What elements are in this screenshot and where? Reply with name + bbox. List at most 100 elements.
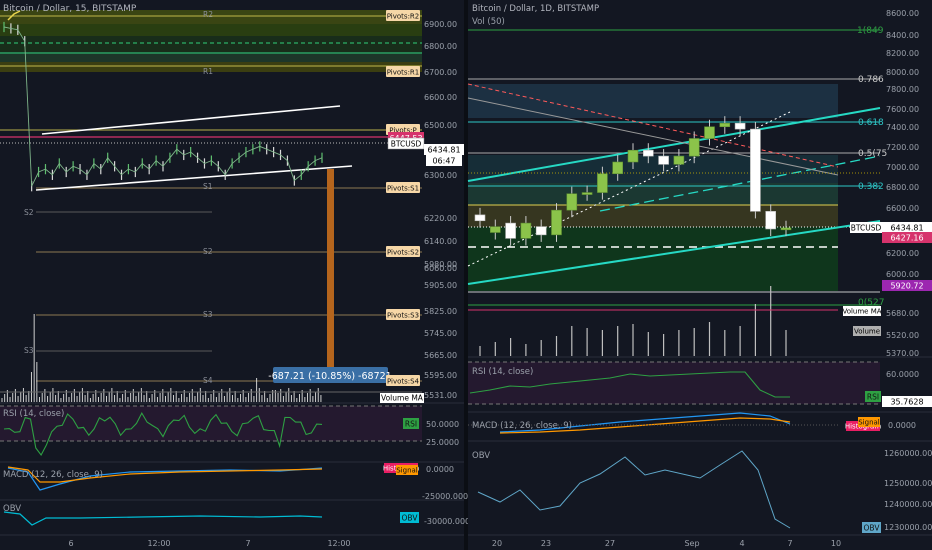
pivot-tag: Pivots:R1 (387, 69, 420, 77)
price-axis-label: 5520.00 (886, 331, 919, 340)
price-axis-label: 7600.00 (886, 105, 919, 114)
pivot-tag: Pivots:S1 (387, 185, 419, 193)
countdown-tag-box (426, 155, 462, 166)
price-axis-label: 6600.00 (424, 93, 457, 102)
fib-label-786: 0.786 (858, 75, 884, 85)
candle-body (658, 155, 669, 165)
left-volume-bars (1, 314, 322, 402)
candle-body (566, 193, 578, 211)
price-axis-label: 6800.00 (424, 42, 457, 51)
rsi-line (469, 371, 790, 398)
left-price-axis[interactable]: 6900.00 6800.00 6700.00 6600.00 6500.00 6300.… (424, 20, 457, 400)
price-axis-label: 5370.00 (886, 349, 919, 358)
candle-body (612, 161, 624, 175)
candle-body (551, 209, 562, 236)
price-axis-label: 6000.00 (886, 270, 919, 279)
time-label: 23 (541, 539, 551, 548)
candle-body (505, 222, 516, 239)
price-axis-label: 6300.00 (424, 171, 457, 180)
volume-ma-tag: Volume MA (381, 394, 424, 403)
macd-axis-low: -25000.0000 (422, 492, 473, 501)
price-value-tag: 6434.81 (890, 224, 923, 233)
pivot-tag: Pivots:S4 (387, 378, 420, 386)
price-value-tag: 6434.81 (427, 146, 460, 155)
measure-bar[interactable] (327, 169, 334, 371)
signal-tag-box (396, 465, 418, 475)
symbol-tag-box (387, 137, 425, 150)
time-label: 10 (831, 539, 841, 548)
pivot-zone-r2-low (0, 24, 422, 36)
price-axis-label: 7400.00 (886, 123, 919, 132)
candle-body (673, 155, 685, 165)
obv-axis: 1250000.0000 (884, 479, 932, 488)
channel-lower-line[interactable] (35, 165, 353, 191)
rsi-axis-25: 25.0000 (426, 438, 459, 447)
candle-body (688, 138, 700, 157)
obv-tag: OBV (864, 524, 881, 533)
price-axis-label: 8000.00 (886, 68, 919, 77)
fib-label-382: 0.382 (858, 182, 884, 192)
right-chart: Bitcoin / Dollar, 1D, BITSTAMP Vol (50) … (467, 0, 932, 550)
price-axis-label: 6220.00 (424, 214, 457, 223)
pivot-zone-r1 (0, 62, 422, 72)
rsi-axis-60: 60.0000 (886, 370, 919, 379)
pivot-tag-box (386, 10, 420, 21)
channel-upper-line[interactable] (41, 105, 341, 135)
obv-tag: OBV (402, 514, 419, 523)
price-axis-label: 5680.00 (886, 309, 919, 318)
obv-tag-box (400, 512, 419, 523)
fib-label-618: 0.618 (858, 118, 884, 128)
time-label: 12:00 (327, 539, 350, 548)
trend-line-upper[interactable] (467, 107, 881, 182)
trend-line-red[interactable] (467, 83, 839, 168)
pivot-tag: Pivots:S3 (387, 312, 419, 320)
price-tag-low: 5920.72 (890, 282, 923, 291)
symbol-tag-box (850, 222, 882, 233)
obv-axis: 1240000.0000 (884, 500, 932, 509)
pivot-tag-box (386, 375, 420, 386)
price-axis-label: 6060.00 (424, 264, 457, 273)
symbol-tag: BTCUSD (851, 224, 882, 233)
fib-zone-382 (468, 183, 838, 205)
price-tail (7, 10, 21, 21)
trend-line-gray[interactable] (467, 97, 839, 176)
price-axis-label: 5745.00 (424, 329, 457, 338)
right-chart-title: Bitcoin / Dollar, 1D, BITSTAMP (472, 4, 599, 14)
right-obv-title: OBV (472, 451, 490, 461)
candle-body (780, 227, 792, 231)
price-axis-label: 5531.00 (424, 391, 457, 400)
measure-label: -687.21 (-10.85%) -68721 (268, 371, 391, 382)
obv-axis: -30000.0000 (424, 517, 475, 526)
macd-signal-line (7, 466, 323, 483)
signal-tag-box (858, 417, 880, 427)
rsi-tag: RSI (867, 393, 879, 402)
right-volume (479, 286, 787, 356)
price-axis-label: 8400.00 (886, 31, 919, 40)
pivot-side-label: S1 (203, 182, 213, 191)
macd-axis-zero: 0.0000 (888, 421, 916, 430)
price-axis-label: 6140.00 (424, 237, 457, 246)
pivot-tag-box (386, 246, 420, 257)
signal-tag: Signal (858, 419, 880, 427)
time-label: 27 (605, 539, 615, 548)
right-price-axis[interactable]: 8600.00 8400.00 8200.00 8000.00 7800.00 7600.… (886, 9, 919, 358)
time-label: 6 (68, 539, 73, 548)
rsi-axis-50: 50.0000 (426, 420, 459, 429)
candle-body (520, 222, 532, 239)
pivot-tag-box (386, 66, 420, 77)
trend-line-dashed[interactable] (599, 155, 881, 212)
volume-ma-tag-box (843, 306, 881, 316)
price-axis-label: 8600.00 (886, 9, 919, 18)
panel-divider[interactable] (464, 0, 468, 550)
pivot-side-label: S3 (24, 346, 34, 355)
time-label: 12:00 (147, 539, 170, 548)
right-time-axis[interactable]: 20 23 27 Sep 4 7 10 (492, 539, 841, 548)
candle-body (581, 192, 593, 195)
trend-line-lower[interactable] (467, 220, 881, 285)
price-axis-label: 6500.00 (424, 121, 457, 130)
volume-ma-tag-box (380, 393, 424, 403)
right-candles (474, 116, 792, 246)
volume-ma-tag: Volume MA (842, 308, 881, 316)
pivot-side-labels: R2 R1 S1 S2 S2 S3 S3 S4 (24, 10, 213, 385)
price-axis-label: 7200.00 (886, 143, 919, 152)
